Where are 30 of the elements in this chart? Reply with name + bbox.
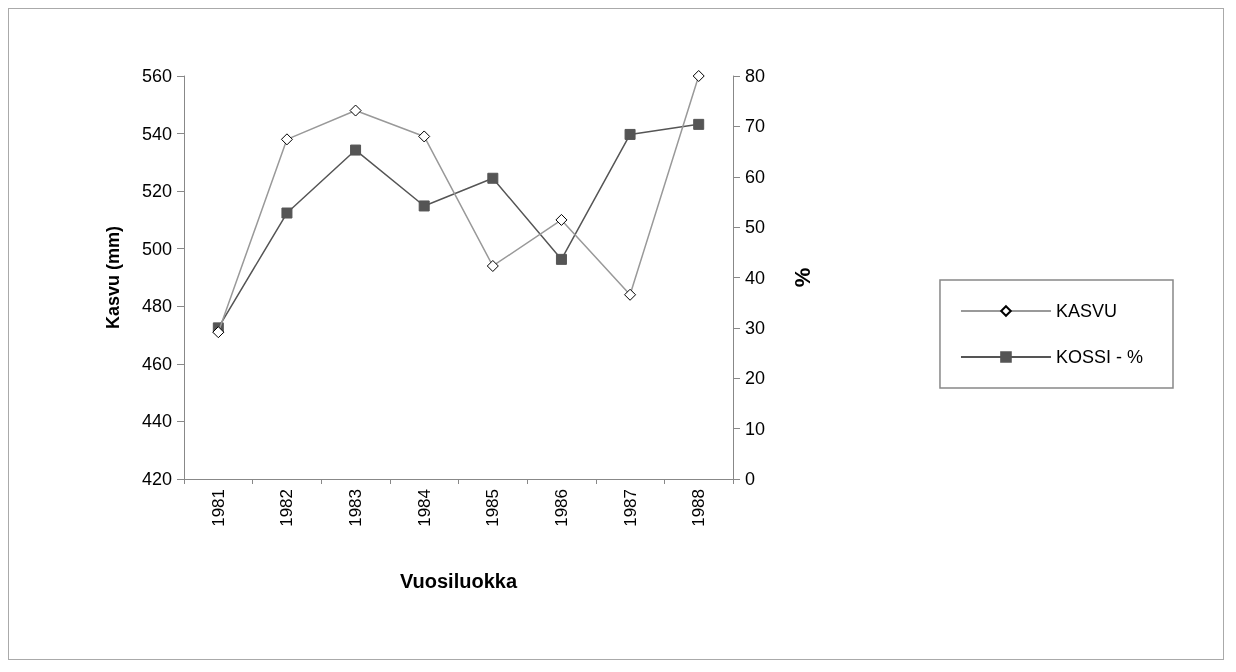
y-tick-label: 460: [141, 353, 172, 374]
y2-tick-label: 50: [745, 217, 766, 238]
x-tick-label: 1983: [346, 489, 366, 527]
x-tick-label: 1987: [620, 489, 640, 527]
y-tick-label: 520: [141, 181, 172, 202]
y-tick-label: 440: [141, 411, 172, 432]
legend-label: KOSSI - %: [1055, 347, 1144, 367]
y-axis-title: Kasvu (mm): [103, 225, 123, 330]
y-tick-label: 420: [141, 469, 172, 489]
y2-tick-label: 80: [745, 66, 766, 86]
y2-tick-label: 60: [745, 166, 766, 187]
x-tick-label: 1981: [208, 489, 228, 527]
y2-tick-label: 20: [745, 368, 766, 389]
y2-tick-label: 10: [745, 418, 766, 439]
x-tick-label: 1986: [551, 489, 571, 527]
y-tick-label: 540: [141, 123, 172, 144]
y2-tick-label: 30: [745, 317, 766, 338]
x-tick-label: 1985: [483, 489, 503, 527]
x-axis-title: Vuosiluokka: [399, 570, 518, 592]
y-tick-label: 500: [141, 238, 172, 259]
x-tick-label: 1984: [414, 489, 434, 527]
y2-tick-label: 40: [745, 267, 766, 288]
y2-tick-label: 70: [745, 116, 766, 137]
y2-axis-title: %: [789, 267, 815, 288]
legend-label: KASVU: [1055, 301, 1118, 321]
y2-tick-label: 0: [745, 469, 756, 489]
x-tick-label: 1988: [689, 489, 709, 527]
x-tick-label: 1982: [277, 489, 297, 527]
y-tick-label: 560: [141, 66, 172, 86]
y-tick-label: 480: [141, 296, 172, 317]
